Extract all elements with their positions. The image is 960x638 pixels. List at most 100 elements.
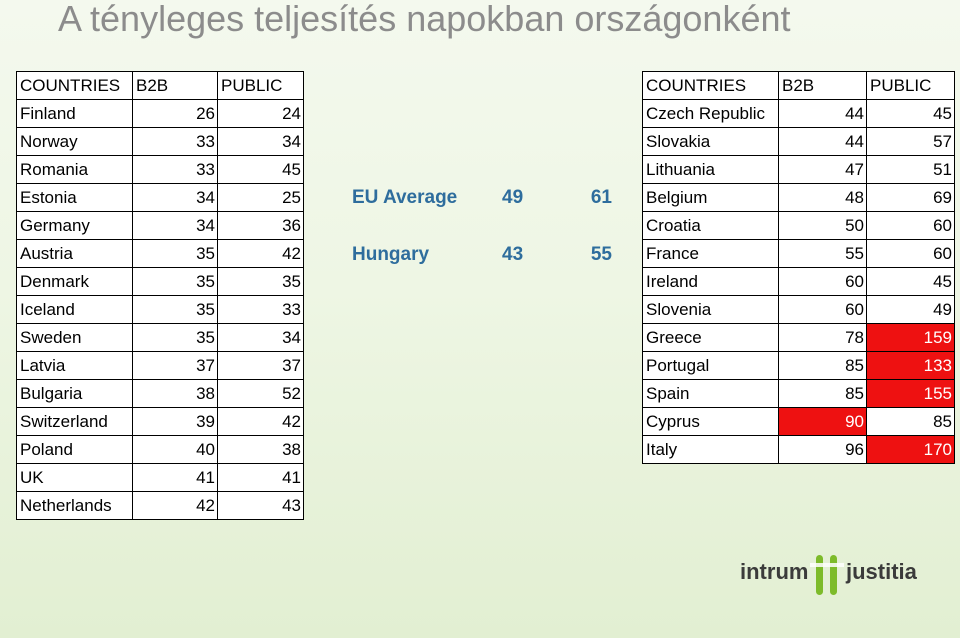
public-cell: 60: [866, 239, 955, 268]
table-row: Latvia 37 37: [16, 351, 304, 380]
page-title: A tényleges teljesítés napokban országon…: [58, 0, 791, 39]
country-cell: Sweden: [16, 323, 133, 352]
b2b-cell: 48: [778, 183, 867, 212]
country-cell: Netherlands: [16, 491, 133, 520]
header-b2b: B2B: [778, 71, 867, 100]
public-cell: 25: [217, 183, 304, 212]
table-row: Slovenia 60 49: [642, 295, 955, 324]
b2b-cell: 85: [778, 379, 867, 408]
left-country-table: COUNTRIES B2B PUBLIC Finland 26 24 Norway 33…: [16, 71, 304, 520]
table-row: Slovakia 44 57: [642, 127, 955, 156]
b2b-cell: 50: [778, 211, 867, 240]
public-cell: 60: [866, 211, 955, 240]
header-countries: COUNTRIES: [642, 71, 779, 100]
table-row: UK 41 41: [16, 463, 304, 492]
b2b-cell: 44: [778, 127, 867, 156]
b2b-cell: 33: [132, 155, 218, 184]
table-row: Estonia 34 25: [16, 183, 304, 212]
b2b-cell: 35: [132, 323, 218, 352]
country-cell: Romania: [16, 155, 133, 184]
public-cell: 133: [866, 351, 955, 380]
b2b-cell: 26: [132, 99, 218, 128]
b2b-cell: 47: [778, 155, 867, 184]
hungary-b2b: 43: [502, 244, 524, 265]
country-cell: Denmark: [16, 267, 133, 296]
public-cell: 38: [217, 435, 304, 464]
b2b-cell: 39: [132, 407, 218, 436]
public-cell: 45: [866, 99, 955, 128]
public-cell: 45: [866, 267, 955, 296]
header-b2b: B2B: [132, 71, 218, 100]
table-row: Lithuania 47 51: [642, 155, 955, 184]
country-cell: Iceland: [16, 295, 133, 324]
country-cell: Poland: [16, 435, 133, 464]
b2b-cell: 34: [132, 183, 218, 212]
public-cell: 52: [217, 379, 304, 408]
b2b-cell: 44: [778, 99, 867, 128]
table-row: Belgium 48 69: [642, 183, 955, 212]
eu-average-label: EU Average: [352, 187, 458, 208]
right-country-table: COUNTRIES B2B PUBLIC Czech Republic 44 45 S…: [642, 71, 955, 464]
b2b-cell: 35: [132, 295, 218, 324]
table-row: Greece 78 159: [642, 323, 955, 352]
public-cell: 43: [217, 491, 304, 520]
country-cell: Estonia: [16, 183, 133, 212]
eu-average-b2b: 49: [502, 187, 524, 208]
country-cell: Czech Republic: [642, 99, 779, 128]
table-row: Spain 85 155: [642, 379, 955, 408]
public-cell: 37: [217, 351, 304, 380]
header-public: PUBLIC: [866, 71, 955, 100]
table-row: Portugal 85 133: [642, 351, 955, 380]
country-cell: Slovakia: [642, 127, 779, 156]
table-row: Iceland 35 33: [16, 295, 304, 324]
public-cell: 155: [866, 379, 955, 408]
b2b-cell: 60: [778, 267, 867, 296]
public-cell: 85: [866, 407, 955, 436]
public-cell: 35: [217, 267, 304, 296]
country-cell: Austria: [16, 239, 133, 268]
public-cell: 69: [866, 183, 955, 212]
country-cell: Finland: [16, 99, 133, 128]
country-cell: Croatia: [642, 211, 779, 240]
public-cell: 42: [217, 239, 304, 268]
eu-average-public: 61: [590, 187, 612, 208]
hungary-label: Hungary: [352, 244, 430, 265]
public-cell: 24: [217, 99, 304, 128]
public-cell: 34: [217, 323, 304, 352]
b2b-cell: 41: [132, 463, 218, 492]
logo-word-justitia: justitia: [846, 559, 917, 584]
table-row: Bulgaria 38 52: [16, 379, 304, 408]
logo-mark-icon: [810, 555, 844, 595]
intrum-justitia-logo: intrum justitia: [738, 553, 938, 599]
b2b-cell: 96: [778, 435, 867, 464]
table-row: Poland 40 38: [16, 435, 304, 464]
table-header-row: COUNTRIES B2B PUBLIC: [642, 71, 955, 100]
table-row: Czech Republic 44 45: [642, 99, 955, 128]
country-cell: Norway: [16, 127, 133, 156]
hungary-row: Hungary 43 55: [352, 244, 622, 270]
public-cell: 51: [866, 155, 955, 184]
table-row: Romania 33 45: [16, 155, 304, 184]
public-cell: 170: [866, 435, 955, 464]
country-cell: Switzerland: [16, 407, 133, 436]
country-cell: Ireland: [642, 267, 779, 296]
table-row: Italy 96 170: [642, 435, 955, 464]
table-row: Sweden 35 34: [16, 323, 304, 352]
table-row: France 55 60: [642, 239, 955, 268]
country-cell: Latvia: [16, 351, 133, 380]
table-header-row: COUNTRIES B2B PUBLIC: [16, 71, 304, 100]
country-cell: Lithuania: [642, 155, 779, 184]
country-cell: Cyprus: [642, 407, 779, 436]
b2b-cell: 42: [132, 491, 218, 520]
country-cell: Bulgaria: [16, 379, 133, 408]
public-cell: 42: [217, 407, 304, 436]
public-cell: 36: [217, 211, 304, 240]
header-public: PUBLIC: [217, 71, 304, 100]
header-countries: COUNTRIES: [16, 71, 133, 100]
table-row: Norway 33 34: [16, 127, 304, 156]
country-cell: Italy: [642, 435, 779, 464]
public-cell: 45: [217, 155, 304, 184]
b2b-cell: 35: [132, 239, 218, 268]
table-row: Austria 35 42: [16, 239, 304, 268]
country-cell: UK: [16, 463, 133, 492]
